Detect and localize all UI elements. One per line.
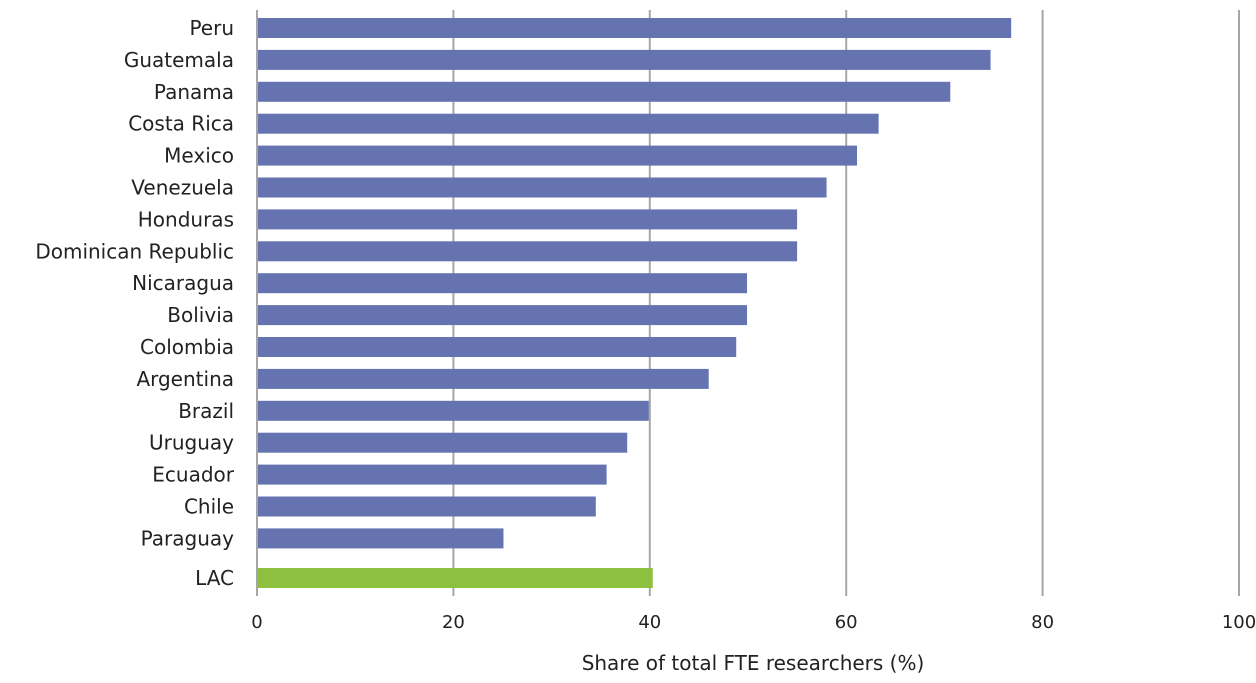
category-label: Guatemala [124,48,234,72]
bars [258,18,1012,588]
x-tick-label: 40 [638,612,661,633]
gridlines [256,10,1240,596]
x-tick-label: 60 [835,612,858,633]
bar-brazil [258,400,649,421]
bar-uruguay [258,432,628,453]
category-label: Dominican Republic [35,239,234,263]
bar-guatemala [258,49,991,70]
category-label: Chile [184,495,234,519]
bar-costa-rica [258,113,879,134]
category-label: Ecuador [152,463,234,487]
bar-bolivia [258,305,748,326]
category-label: Bolivia [167,303,234,327]
category-label: Mexico [164,144,234,168]
bar-peru [258,18,1012,38]
bar-panama [258,81,951,102]
category-label: Panama [154,80,234,104]
category-labels: Peru Guatemala Panama Costa Rica Mexico Venez… [35,16,234,590]
x-tick-label: 100 [1222,612,1256,633]
bar-colombia [258,337,737,357]
x-tick-label: 20 [442,612,465,633]
bar-lac [258,568,653,588]
category-label: Honduras [138,207,234,231]
category-label: Colombia [140,335,234,359]
bar-chile [258,496,596,517]
x-axis-title: Share of total FTE researchers (%) [582,651,925,675]
category-label: Costa Rica [128,112,234,136]
category-label: Nicaragua [132,271,234,295]
category-label: Argentina [136,367,234,391]
bar-honduras [258,209,798,230]
bar-ecuador [258,464,607,485]
bar-dominican-republic [258,241,798,262]
bar-argentina [258,368,709,389]
x-tick-label: 0 [251,612,262,633]
bar-nicaragua [258,273,748,294]
category-label: Brazil [178,399,234,423]
bar-venezuela [258,177,827,198]
category-label: Uruguay [149,431,234,455]
category-label: Venezuela [131,176,234,200]
category-label: LAC [195,566,234,590]
category-label: Paraguay [141,526,235,550]
category-label: Peru [189,16,234,40]
x-tick-label: 80 [1031,612,1054,633]
x-tick-labels: 0 20 40 60 80 100 [251,612,1256,633]
bar-mexico [258,145,858,166]
bar-paraguay [258,528,504,549]
